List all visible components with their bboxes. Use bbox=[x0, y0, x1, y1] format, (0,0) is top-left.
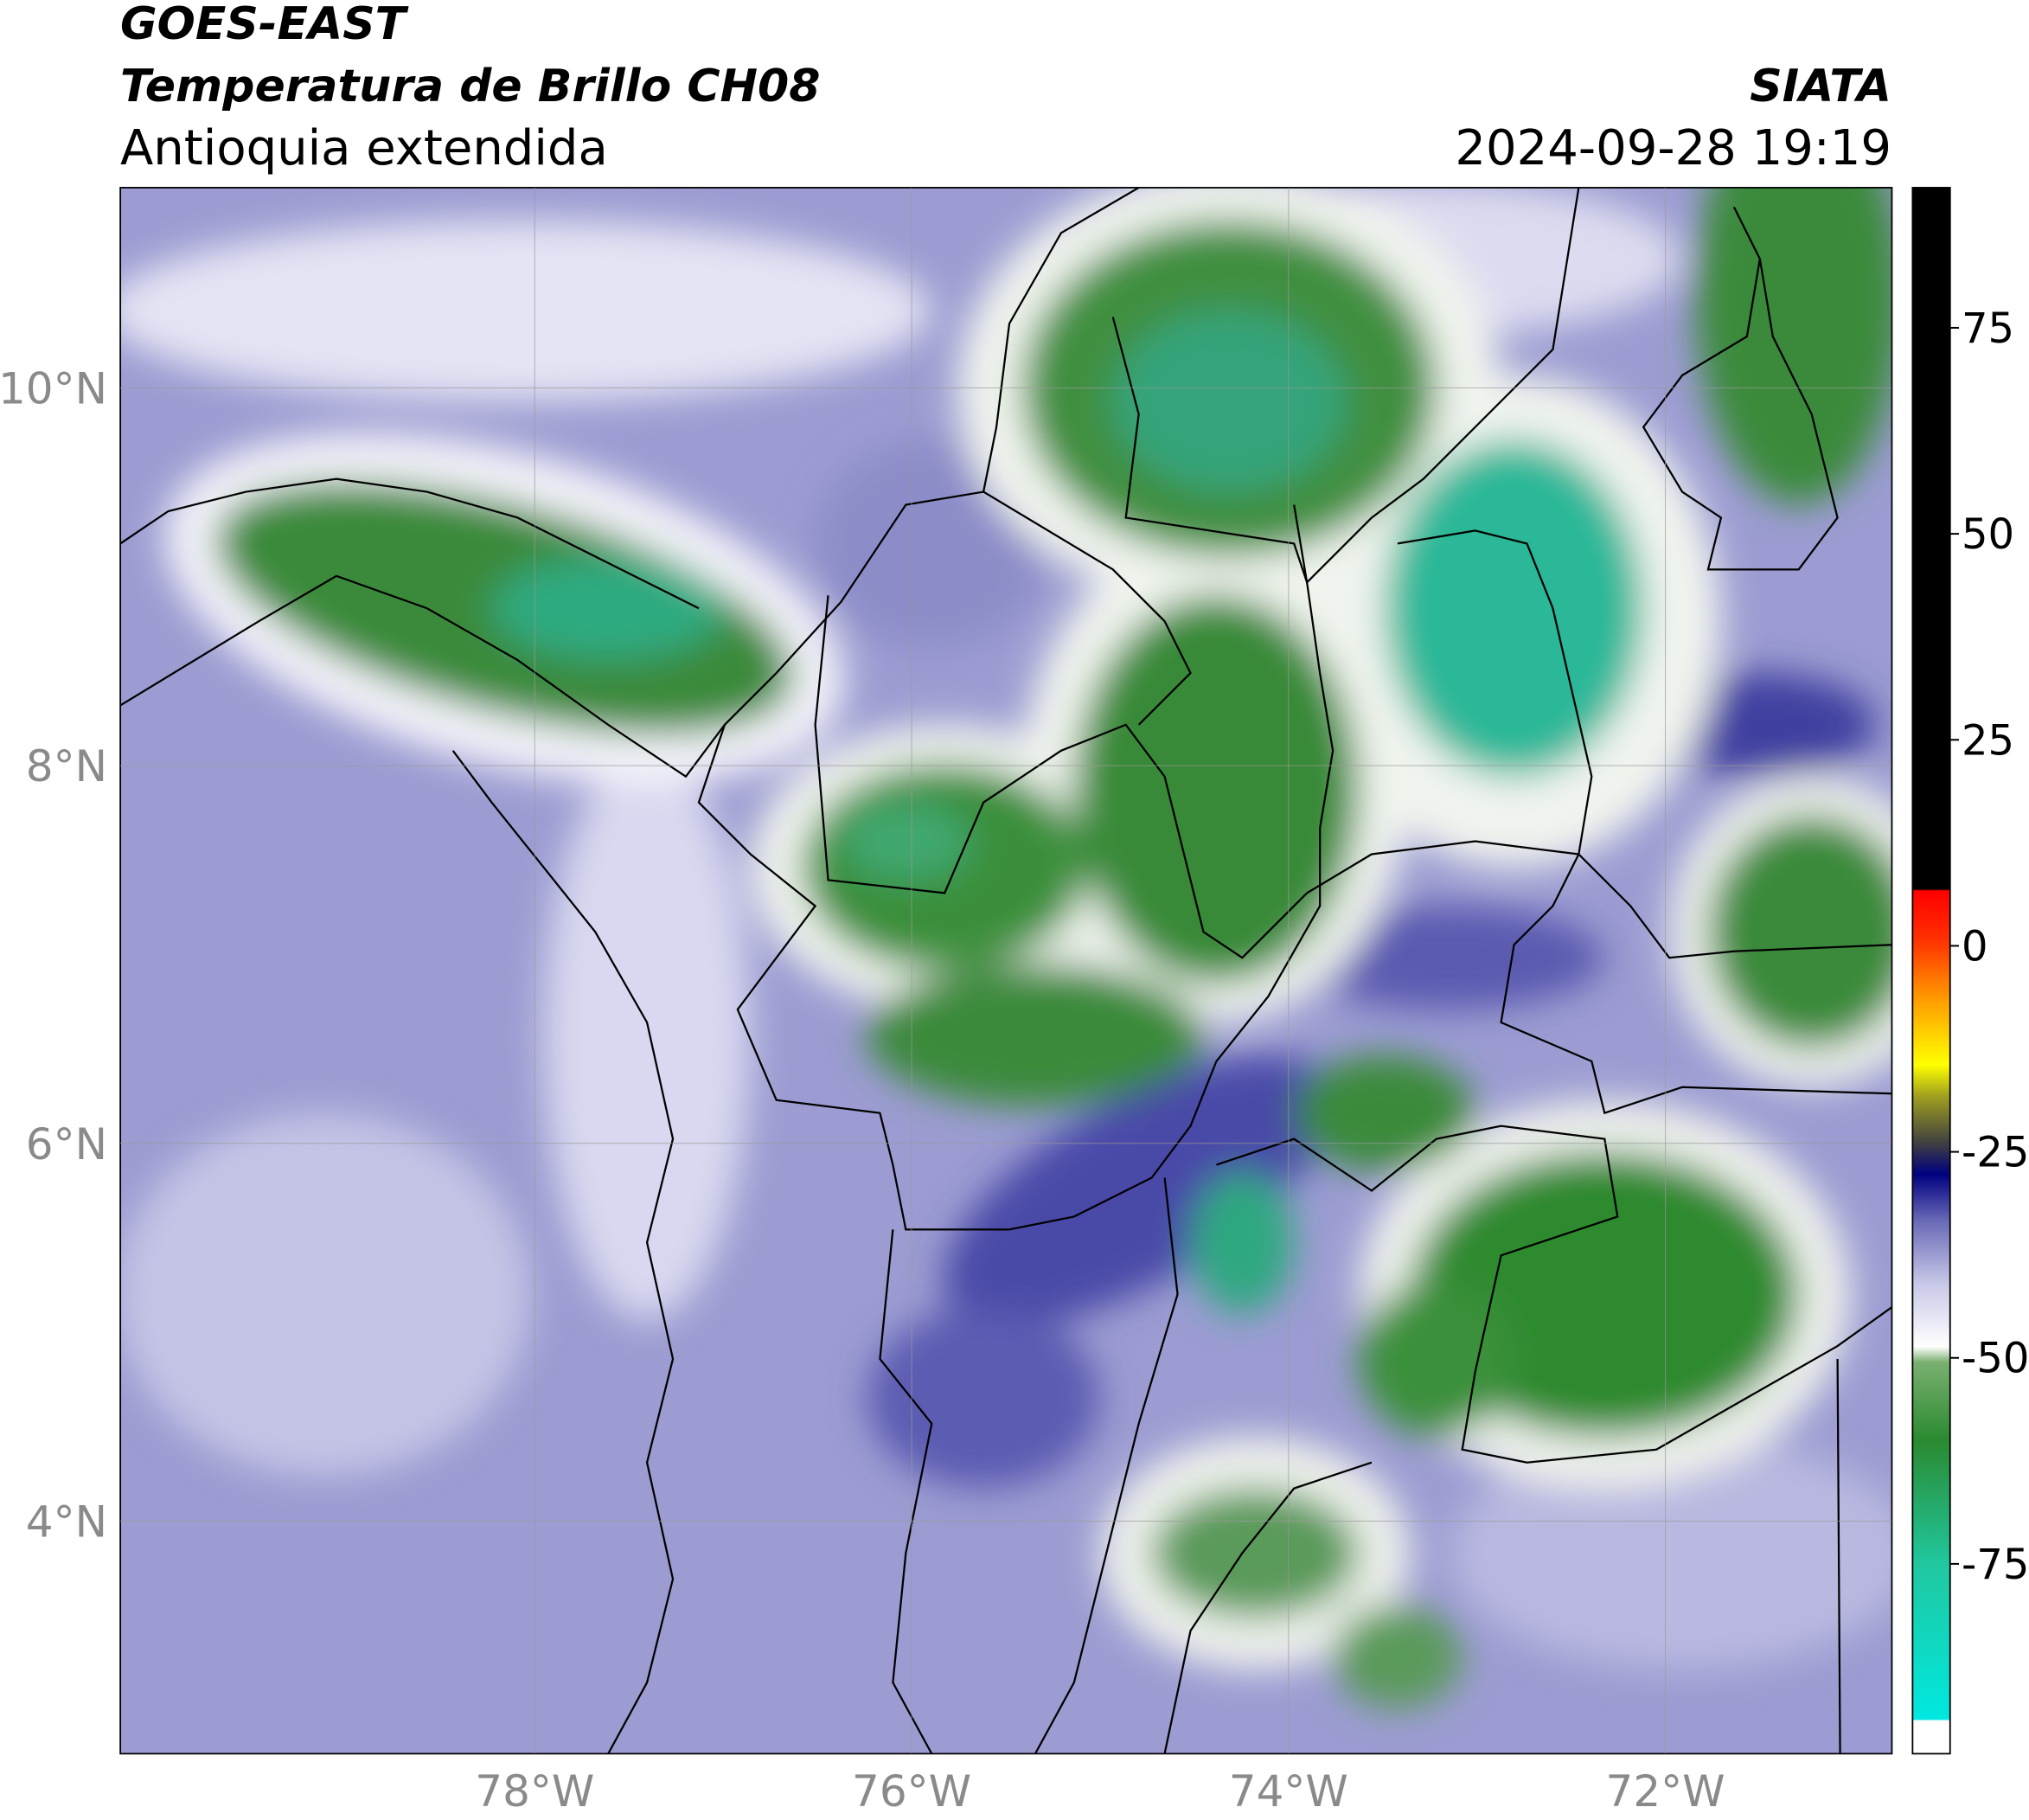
colorbar-tick-label: -75 bbox=[1962, 1541, 2029, 1589]
colorbar-tick-label: 75 bbox=[1962, 304, 2014, 353]
y-tick-label: 8°N bbox=[26, 741, 107, 791]
colorbar-tick-label: 0 bbox=[1962, 922, 1988, 971]
y-tick-label: 6°N bbox=[26, 1119, 107, 1170]
x-tick-label: 76°W bbox=[852, 1766, 971, 1817]
agency: SIATA bbox=[1750, 61, 1891, 112]
y-tick-label: 4°N bbox=[26, 1496, 107, 1547]
y-tick-label: 10°N bbox=[0, 363, 107, 413]
colorbar bbox=[1911, 187, 1951, 1755]
satellite-image bbox=[119, 187, 1951, 1755]
datetime: 2024-09-28 19:19 bbox=[1455, 120, 1891, 176]
colorbar-tick-label: 50 bbox=[1962, 510, 2014, 559]
x-tick-label: 78°W bbox=[475, 1766, 594, 1817]
axes: 78°W 76°W 74°W 72°W 10°N 8°N 6°N 4°N 75 50 25 0 -25 -… bbox=[0, 188, 2029, 1817]
colorbar-tick-label: 25 bbox=[1962, 716, 2014, 765]
title: GOES-EAST bbox=[120, 0, 409, 50]
colorbar-tick-label: -25 bbox=[1962, 1129, 2029, 1177]
region: Antioquia extendida bbox=[120, 120, 608, 176]
x-tick-label: 72°W bbox=[1606, 1766, 1725, 1817]
colorbar-tick-label: -50 bbox=[1962, 1335, 2029, 1383]
subtitle: Temperatura de Brillo CH08 bbox=[120, 61, 820, 112]
x-tick-label: 74°W bbox=[1229, 1766, 1348, 1817]
